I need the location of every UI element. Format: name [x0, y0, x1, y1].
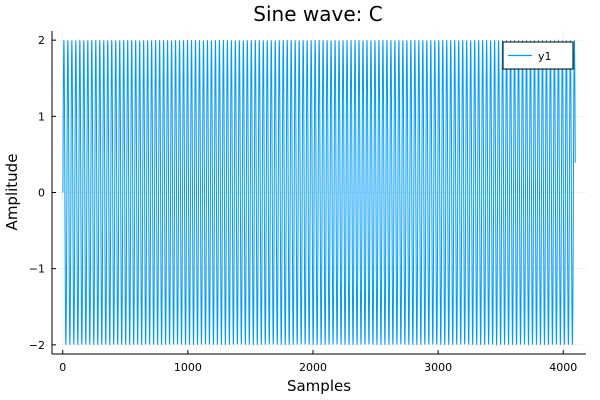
y-ticks: −2 −1 0 1 2: [29, 34, 56, 352]
plot-area: 0 1000 2000 3000 4000 −2 −1 0 1 2: [29, 31, 586, 374]
series-layer: [62, 39, 576, 347]
x-tick-label: 0: [59, 361, 66, 374]
y-tick-label: −2: [29, 339, 45, 352]
y-axis-label: Amplitude: [3, 154, 21, 231]
x-tick-label: 2000: [299, 361, 327, 374]
y-tick-label: 1: [38, 110, 45, 123]
x-tick-label: 4000: [549, 361, 577, 374]
y-tick-label: 2: [38, 34, 45, 47]
legend-label-y1: y1: [538, 50, 552, 63]
series-line-y1: [62, 39, 576, 347]
legend: y1: [502, 41, 574, 70]
y-tick-label: −1: [29, 263, 45, 276]
x-tick-label: 3000: [424, 361, 452, 374]
chart-title: Sine wave: C: [253, 2, 382, 26]
x-axis-label: Samples: [287, 377, 351, 395]
x-tick-label: 1000: [174, 361, 202, 374]
x-ticks: 0 1000 2000 3000 4000: [59, 350, 577, 374]
y-tick-label: 0: [38, 187, 45, 200]
